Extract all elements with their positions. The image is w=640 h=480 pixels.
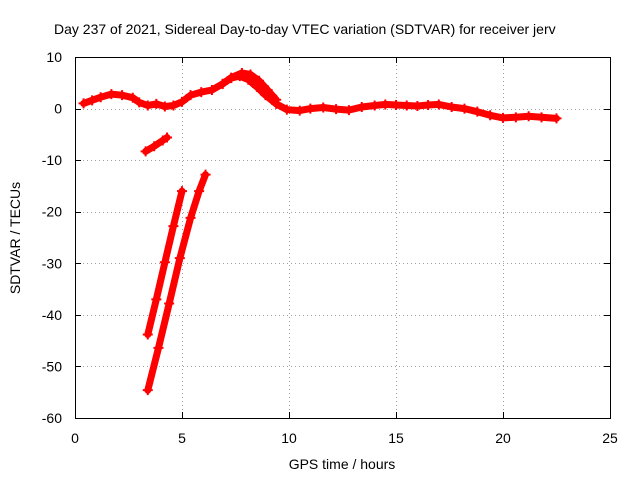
data-point [446,102,457,113]
data-point [142,385,153,396]
data-point [226,72,237,83]
tick-labels: 0 5 10 15 20 25 10 0 -10 -20 -30 -40 -50 -60 [42,49,618,446]
data-point [391,99,401,110]
data-point [380,99,391,110]
data-point [206,85,217,96]
data-point [245,69,256,80]
y-tick-label: -20 [42,204,62,220]
data-point [177,96,187,107]
data-point [271,94,282,105]
y-tick-label: -30 [42,255,62,271]
data-point [305,103,316,114]
y-tick-label: -10 [42,152,62,168]
y-tick-label: 10 [46,49,62,65]
y-tick-label: -60 [42,410,62,426]
data-point [153,342,164,353]
y-tick-label: -40 [42,307,62,323]
data-point [151,98,162,109]
data-point [164,298,175,309]
data-point [401,100,412,111]
x-tick-label: 5 [178,430,186,446]
data-point [106,89,117,100]
data-point [140,146,151,157]
data-point [151,294,162,305]
data-point [159,257,170,268]
data-point [343,105,354,116]
data-point [459,103,470,114]
data-point [254,75,265,86]
data-point [510,112,521,123]
data-point [95,92,106,103]
data-point [127,92,138,103]
y-tick-label: -50 [42,358,62,374]
axis-ticks [75,57,611,419]
data-point [196,87,207,98]
data-point [369,100,380,111]
data-point [498,112,508,123]
data-point [142,100,153,111]
data-point [78,98,89,109]
data-point [162,132,173,143]
x-tick-label: 15 [388,430,404,446]
y-axis-label: SDTVAR / TECUs [7,182,23,294]
chart-title: Day 237 of 2021, Sidereal Day-to-day VTE… [54,21,556,37]
series-line [80,72,560,122]
data-point [87,95,98,106]
data-point [174,253,185,264]
data-point [412,100,423,111]
data-point [168,100,179,111]
x-axis-label: GPS time / hours [289,456,396,472]
data-point [331,104,342,115]
series-steep-segment-1 [142,186,187,340]
data-point [423,99,434,110]
x-tick-label: 20 [495,430,511,446]
data-point [318,102,329,113]
data-point [142,329,153,340]
data-point [551,113,562,124]
data-point [536,112,547,123]
data-point [168,221,179,232]
series-main-trace [78,71,562,124]
series-line [142,134,171,155]
data-point [134,97,145,108]
data-point [294,105,305,116]
series-steep-segment-2 [142,169,211,396]
series-upper-hump-branch [217,67,282,105]
data-point [356,102,367,113]
y-tick-label: 0 [54,101,62,117]
x-tick-label: 25 [602,430,618,446]
data-point [433,99,444,110]
data-series [78,67,562,396]
x-tick-label: 10 [281,430,297,446]
data-point [185,212,196,223]
data-point [194,186,205,197]
data-point [281,104,292,115]
data-point [523,111,534,122]
data-point [472,106,483,117]
plot-frame [75,57,611,419]
data-point [149,141,160,152]
data-point [217,78,228,89]
data-point [236,67,247,78]
data-point [485,110,496,121]
data-point [200,169,211,180]
data-point [117,90,128,101]
data-point [262,85,273,96]
data-point [177,186,187,197]
data-point [185,90,196,101]
data-point [159,101,170,112]
x-tick-label: 0 [71,430,79,446]
series-short-drop-segment [140,132,173,157]
